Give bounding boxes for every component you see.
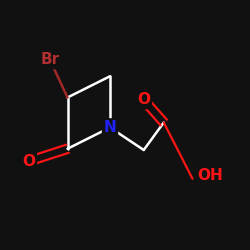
Text: O: O [137,92,150,108]
Text: O: O [22,154,35,169]
Text: Br: Br [40,52,60,68]
Text: OH: OH [198,168,223,182]
Text: N: N [104,120,117,135]
